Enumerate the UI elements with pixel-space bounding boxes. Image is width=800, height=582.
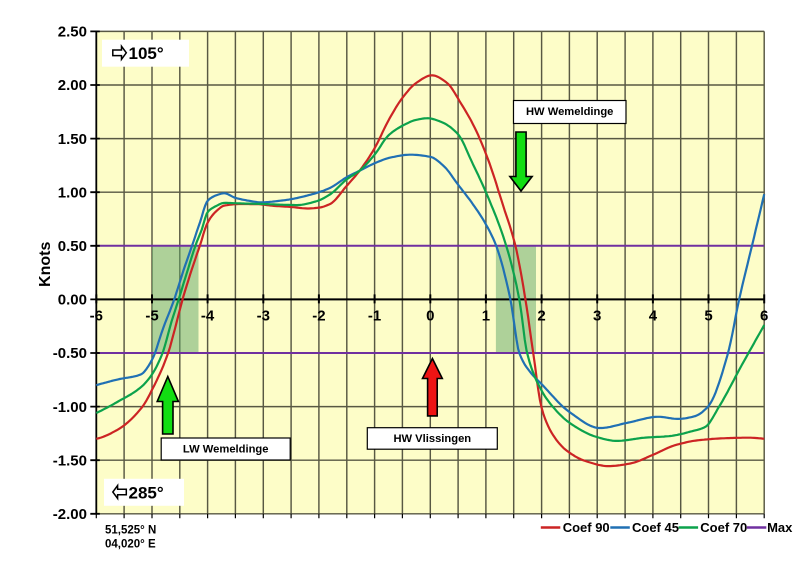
svg-text:-6: -6	[90, 307, 103, 324]
svg-text:Knots: Knots	[37, 242, 54, 287]
svg-text:Coef 70: Coef 70	[700, 520, 747, 535]
svg-text:-2.00: -2.00	[53, 506, 87, 523]
svg-text:105°: 105°	[129, 44, 164, 63]
svg-text:LW Wemeldinge: LW Wemeldinge	[183, 444, 269, 456]
svg-text:04,020° E: 04,020° E	[105, 539, 156, 551]
svg-text:Coef 90: Coef 90	[563, 520, 610, 535]
svg-text:-1: -1	[368, 307, 381, 324]
svg-text:3: 3	[593, 307, 601, 324]
svg-text:0: 0	[426, 307, 434, 324]
svg-text:1.00: 1.00	[58, 184, 87, 201]
svg-text:Max: Max	[767, 520, 793, 535]
svg-text:-1.50: -1.50	[53, 452, 87, 469]
svg-text:6: 6	[760, 307, 768, 324]
svg-text:4: 4	[649, 307, 658, 324]
svg-text:HW Wemeldinge: HW Wemeldinge	[526, 106, 613, 118]
svg-text:Coef 45: Coef 45	[632, 520, 679, 535]
svg-text:285°: 285°	[129, 483, 164, 502]
svg-text:1: 1	[482, 307, 490, 324]
svg-text:-4: -4	[201, 307, 215, 324]
svg-text:51,525° N: 51,525° N	[105, 525, 156, 537]
svg-text:2.50: 2.50	[58, 24, 87, 41]
svg-text:-0.50: -0.50	[53, 345, 87, 362]
svg-text:-1.00: -1.00	[53, 399, 87, 416]
svg-text:1.50: 1.50	[58, 131, 87, 148]
svg-text:-3: -3	[257, 307, 270, 324]
svg-text:5: 5	[704, 307, 712, 324]
svg-text:-5: -5	[145, 307, 158, 324]
svg-text:HW Vlissingen: HW Vlissingen	[393, 433, 471, 445]
svg-text:0.00: 0.00	[58, 292, 87, 309]
svg-text:2.00: 2.00	[58, 77, 87, 94]
svg-text:2: 2	[537, 307, 545, 324]
svg-text:-2: -2	[312, 307, 325, 324]
svg-text:0.50: 0.50	[58, 238, 87, 255]
